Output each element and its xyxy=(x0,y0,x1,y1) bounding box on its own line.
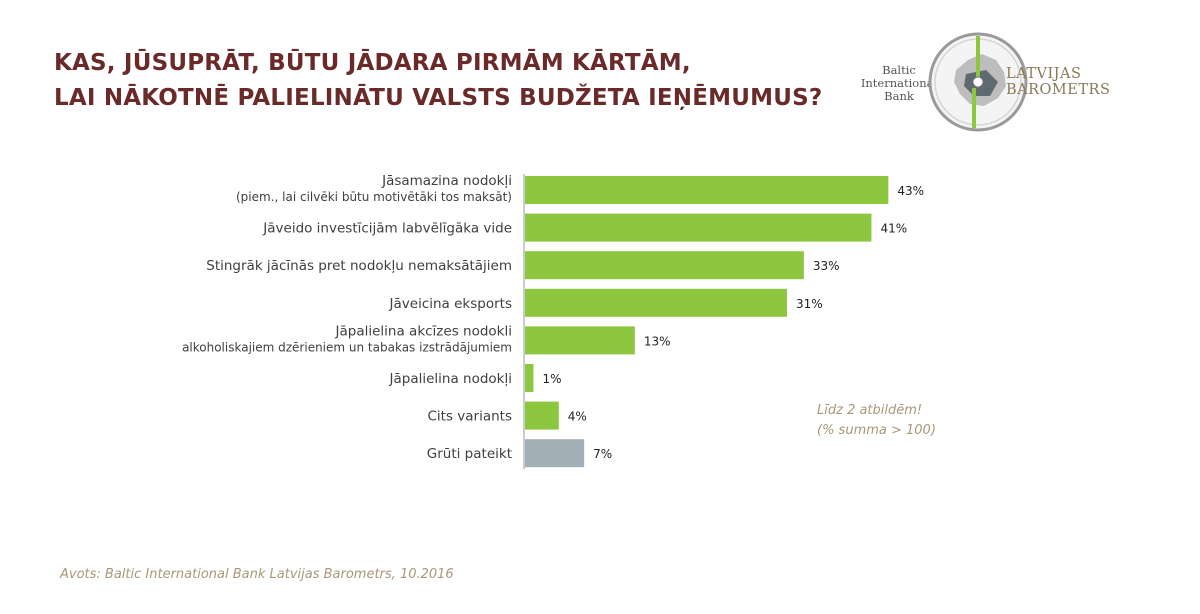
category-label-4-line-1: Jāveicina eksports xyxy=(389,296,512,312)
source-note: Avots: Baltic International Bank Latvija… xyxy=(60,567,454,582)
bar-7 xyxy=(525,401,559,430)
value-label-2: 41% xyxy=(880,222,907,236)
bank-name-line-2: International xyxy=(860,76,938,90)
note-line-1: Līdz 2 atbildēm! xyxy=(817,403,923,418)
note-line-2: (% summa > 100) xyxy=(817,423,936,438)
bar-8 xyxy=(525,439,585,468)
category-label-1-line-2: (piem., lai cilvēki būtu motivētāki tos … xyxy=(236,190,512,204)
category-label-3-line-1: Stingrāk jācīnās pret nodokļu nemaksātāj… xyxy=(206,258,512,274)
category-label-5-line-2: alkoholiskajiem dzērieniem un tabakas iz… xyxy=(182,340,512,354)
bank-name-line-1: Baltic xyxy=(882,63,916,77)
value-label-4: 31% xyxy=(796,297,823,311)
bank-name-line-3: Bank xyxy=(884,89,914,103)
chart-note: Līdz 2 atbildēm! (% summa > 100) xyxy=(817,401,936,441)
value-label-5: 13% xyxy=(644,334,671,348)
barometrs-name-line-2: BAROMETRS xyxy=(1006,82,1111,98)
category-label-5-line-1: Jāpalielina akcīzes nodokli xyxy=(335,323,512,339)
latvijas-barometrs-logo: Baltic International Bank LATVIJAS BAROM… xyxy=(858,30,1110,134)
category-label-6-line-1: Jāpalielina nodokļi xyxy=(389,371,513,387)
value-label-8: 7% xyxy=(593,447,612,461)
bar-6 xyxy=(525,364,534,392)
title-line-2: LAI NĀKOTNĒ PALIELINĀTU VALSTS BUDŽETA I… xyxy=(54,85,823,111)
bank-name: Baltic International Bank xyxy=(858,64,940,103)
bar-2 xyxy=(525,213,872,242)
barometrs-name-line-1: LATVIJAS xyxy=(1006,66,1082,82)
bar-4 xyxy=(525,288,787,317)
bar-5 xyxy=(525,326,635,355)
value-label-7: 4% xyxy=(568,410,587,424)
chart-title: KAS, JŪSUPRĀT, BŪTU JĀDARA PIRMĀM KĀRTĀM… xyxy=(54,46,822,116)
category-label-1-line-1: Jāsamazina nodokļi xyxy=(381,173,512,189)
value-label-6: 1% xyxy=(542,372,561,386)
bar-1 xyxy=(525,176,889,204)
category-label-7-line-1: Cits variants xyxy=(427,409,512,425)
globe-icon xyxy=(928,32,1028,132)
value-label-1: 43% xyxy=(897,184,924,198)
barometrs-name: LATVIJAS BAROMETRS xyxy=(1006,66,1110,98)
category-label-2-line-1: Jāveido investīcijām labvēlīgāka vide xyxy=(262,221,512,237)
title-line-1: KAS, JŪSUPRĀT, BŪTU JĀDARA PIRMĀM KĀRTĀM… xyxy=(54,50,691,76)
value-label-3: 33% xyxy=(813,259,840,273)
bar-3 xyxy=(525,251,804,280)
category-label-8-line-1: Grūti pateikt xyxy=(427,446,512,462)
